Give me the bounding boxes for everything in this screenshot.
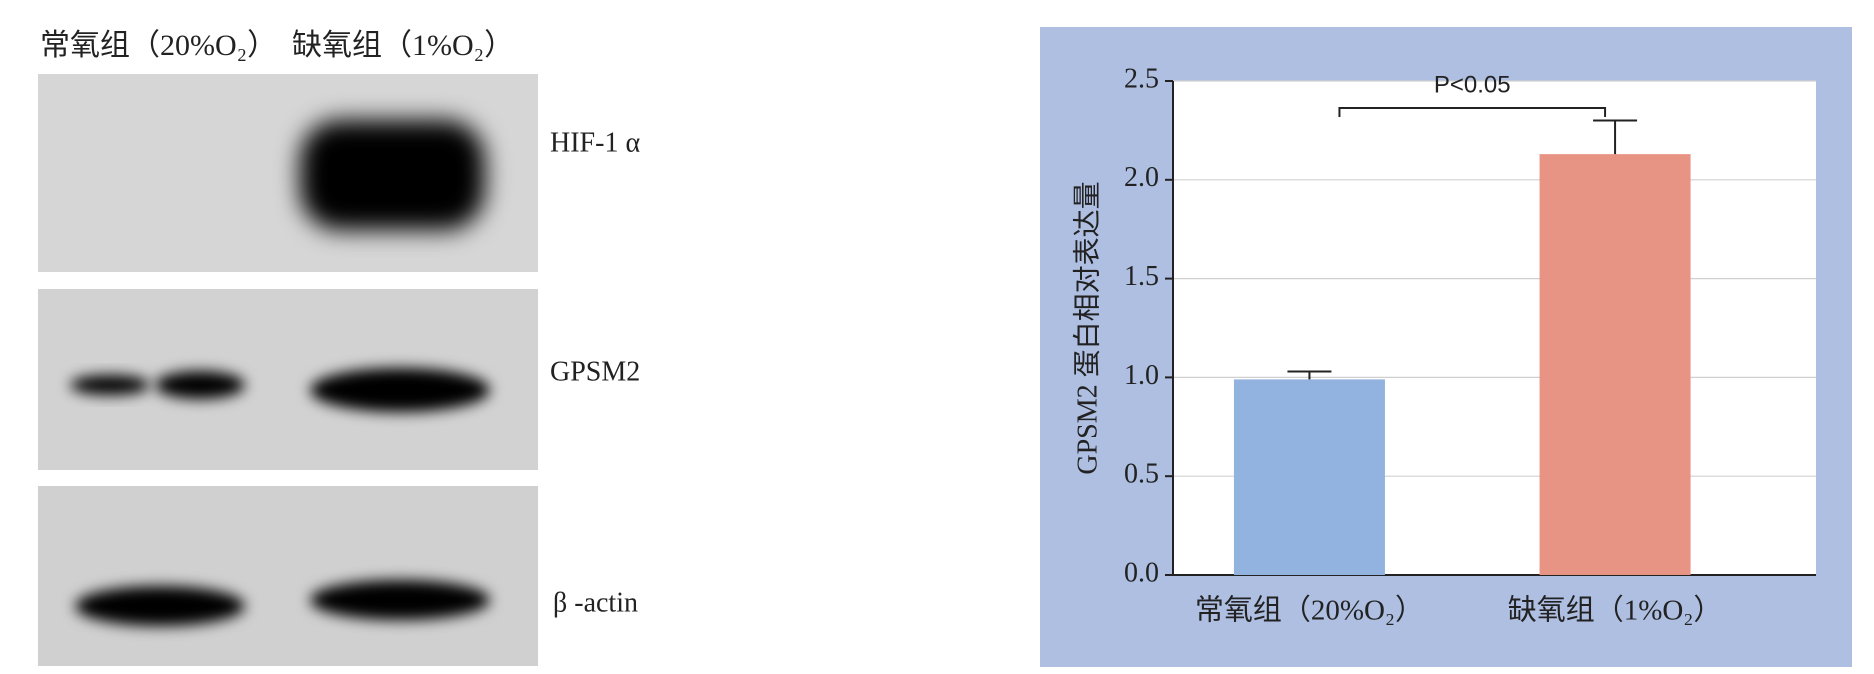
x-tick-label: 缺氧组（1%O₂） xyxy=(1508,594,1723,627)
bar xyxy=(1539,154,1691,575)
bands xyxy=(70,120,490,626)
error-bar xyxy=(1287,370,1332,380)
chart: 0.0 0.5 1.0 1.5 2.0 2.5 GPSM2 蛋白相对表达量常氧组（20%O₂… xyxy=(1071,63,1816,627)
y-tick-label: 1.0 xyxy=(1124,360,1159,391)
y-tick-label: 2.0 xyxy=(1124,162,1159,193)
error-bar xyxy=(1593,119,1638,155)
band xyxy=(70,375,150,395)
y-tick-label: 0.0 xyxy=(1124,557,1159,588)
y-axis-label: GPSM2 蛋白相对表达量 xyxy=(1071,181,1103,474)
y-tick-label: 2.5 xyxy=(1124,63,1159,94)
blot-group: 缺氧组（1%O₂） xyxy=(292,29,514,62)
annotation: P<0.05 xyxy=(1434,71,1511,98)
y-tick-label: 0.5 xyxy=(1124,459,1159,490)
band xyxy=(155,371,245,399)
band xyxy=(300,120,485,230)
blot-label: HIF-1 α xyxy=(550,127,640,158)
band xyxy=(310,580,490,620)
band xyxy=(75,586,245,626)
blot-panel xyxy=(38,486,538,666)
x-tick-label: 常氧组（20%O₂） xyxy=(1195,594,1424,627)
band xyxy=(310,368,490,412)
blot-label: β -actin xyxy=(553,587,638,618)
y-tick-label: 1.5 xyxy=(1124,261,1159,292)
blot-group: 常氧组（20%O₂） xyxy=(40,29,277,62)
bar xyxy=(1233,379,1385,575)
blot-label: GPSM2 xyxy=(550,356,640,387)
significance-bracket xyxy=(1338,107,1607,117)
